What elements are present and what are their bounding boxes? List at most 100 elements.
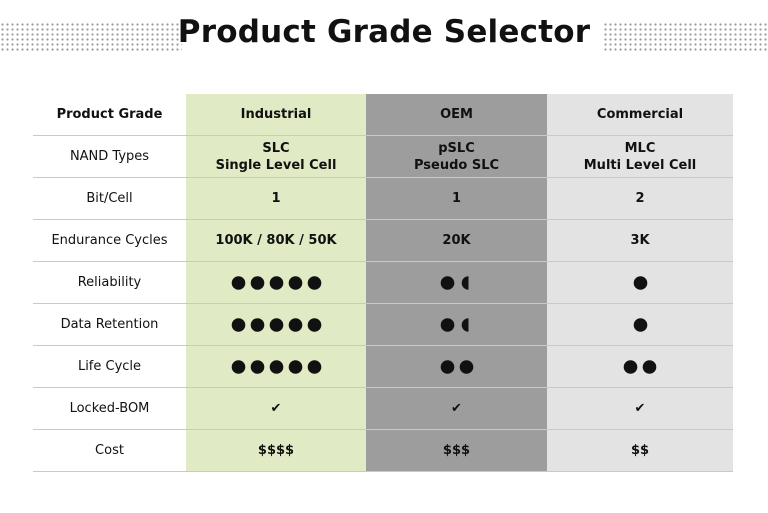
table-cell — [366, 262, 547, 304]
dot — [269, 275, 283, 290]
table-cell: Industrial — [186, 94, 366, 136]
cell-text: 1 — [271, 191, 281, 206]
table-cell: Commercial — [547, 94, 733, 136]
cell-text: $$ — [630, 443, 650, 458]
table-cell — [366, 346, 547, 388]
rating — [633, 317, 647, 332]
dot — [288, 275, 302, 290]
row-label: Cost — [95, 443, 124, 458]
table-cell — [547, 346, 733, 388]
dot — [269, 317, 283, 332]
header-text: Industrial — [240, 107, 312, 122]
row-label: Locked-BOM — [69, 401, 150, 416]
table-cell: Data Retention — [33, 304, 186, 346]
rating — [440, 275, 468, 290]
dot — [440, 359, 454, 374]
table-cell — [547, 304, 733, 346]
cell-text: $$$$ — [257, 443, 295, 458]
dot — [307, 317, 321, 332]
dot-pattern — [603, 22, 768, 52]
cell-text: Single Level Cell — [215, 157, 337, 173]
table-cell: $$$ — [366, 430, 547, 472]
table-cell — [547, 262, 733, 304]
table-cell: 1 — [186, 178, 366, 220]
table-cell — [186, 304, 366, 346]
cell-text: Multi Level Cell — [583, 157, 697, 173]
table-cell: MLC Multi Level Cell — [547, 136, 733, 178]
cell-text: SLC — [262, 140, 290, 156]
table-cell: 2 — [547, 178, 733, 220]
dot — [623, 359, 638, 374]
dot — [288, 317, 302, 332]
dot — [440, 317, 454, 332]
table-cell: ✔ — [186, 388, 366, 430]
rating — [231, 359, 321, 374]
table-cell: Reliability — [33, 262, 186, 304]
cell-text: 1 — [451, 191, 462, 206]
dot — [269, 359, 283, 374]
cell-text: 100K / 80K / 50K — [215, 233, 337, 248]
table-cell: $$ — [547, 430, 733, 472]
table-cell: Bit/Cell — [33, 178, 186, 220]
dot — [231, 359, 245, 374]
dot — [459, 359, 473, 374]
row-label: Data Retention — [60, 317, 159, 332]
rating — [633, 275, 647, 290]
cell-text: ✔ — [634, 401, 646, 416]
table-cell: $$$$ — [186, 430, 366, 472]
table-cell: Locked-BOM — [33, 388, 186, 430]
table-cell — [186, 262, 366, 304]
dot-pattern — [0, 22, 182, 52]
dot — [307, 359, 321, 374]
table-cell: 3K — [547, 220, 733, 262]
table-cell: ✔ — [366, 388, 547, 430]
table-cell: SLC Single Level Cell — [186, 136, 366, 178]
header-text: OEM — [440, 107, 473, 122]
table-cell: 100K / 80K / 50K — [186, 220, 366, 262]
table-cell: ✔ — [547, 388, 733, 430]
dot — [288, 359, 302, 374]
cell-text: ✔ — [270, 401, 282, 416]
cell-text: ✔ — [451, 401, 462, 416]
cell-text: MLC — [624, 140, 656, 156]
page-title: Product Grade Selector — [177, 14, 591, 50]
cell-text: 3K — [630, 233, 650, 248]
rating — [440, 317, 468, 332]
row-label: Reliability — [77, 275, 142, 290]
rating — [231, 317, 321, 332]
table-cell: pSLC Pseudo SLC — [366, 136, 547, 178]
dot — [633, 275, 647, 290]
rating — [231, 275, 321, 290]
dot — [642, 359, 657, 374]
dot — [307, 275, 321, 290]
cell-text: $$$ — [442, 443, 471, 458]
rating — [623, 359, 657, 374]
row-label: Bit/Cell — [86, 191, 133, 206]
header-text: Commercial — [596, 107, 684, 122]
dot — [633, 317, 647, 332]
half-dot — [461, 275, 468, 290]
table-cell — [366, 304, 547, 346]
table-cell: Product Grade — [33, 94, 186, 136]
cell-text: pSLC — [438, 140, 475, 156]
rating — [440, 359, 473, 374]
table-cell — [186, 346, 366, 388]
cell-text: 20K — [442, 233, 471, 248]
row-label: NAND Types — [69, 149, 150, 164]
dot — [250, 317, 264, 332]
table-cell: NAND Types — [33, 136, 186, 178]
half-dot — [461, 317, 468, 332]
row-label: Endurance Cycles — [51, 233, 168, 248]
dot — [250, 275, 264, 290]
cell-text: 2 — [635, 191, 645, 206]
dot — [250, 359, 264, 374]
cell-text: Pseudo SLC — [413, 157, 500, 173]
table-cell: Life Cycle — [33, 346, 186, 388]
table-cell: Cost — [33, 430, 186, 472]
table-cell: 20K — [366, 220, 547, 262]
dot — [231, 275, 245, 290]
table-cell: 1 — [366, 178, 547, 220]
header-text: Product Grade — [56, 107, 163, 122]
table-cell: Endurance Cycles — [33, 220, 186, 262]
